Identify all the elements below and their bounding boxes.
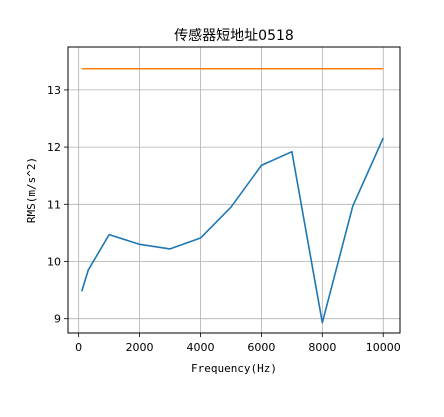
x-tick-label: 4000 — [186, 341, 214, 354]
chart-title: 传感器短地址0518 — [174, 27, 294, 44]
y-tick-label: 9 — [54, 313, 61, 326]
x-tick-label: 10000 — [366, 341, 401, 354]
x-tick-label: 2000 — [126, 341, 154, 354]
series-line-1 — [80, 137, 384, 324]
x-tick-label: 0 — [75, 341, 82, 354]
y-tick-label: 10 — [47, 256, 61, 269]
plot-frame — [67, 46, 401, 334]
y-tick-label: 12 — [47, 141, 61, 154]
y-tick-label: 11 — [47, 198, 61, 211]
x-tick-label: 6000 — [247, 341, 275, 354]
y-axis-label: RMS(m/s^2) — [25, 157, 38, 223]
x-tick-label: 8000 — [308, 341, 336, 354]
series-layer — [80, 67, 384, 324]
y-tick-label: 13 — [47, 84, 61, 97]
x-axis-label: Frequency(Hz) — [191, 362, 277, 375]
ticks: 0 2000 4000 6000 8000 10000 9 10 11 12 13 — [47, 84, 401, 354]
